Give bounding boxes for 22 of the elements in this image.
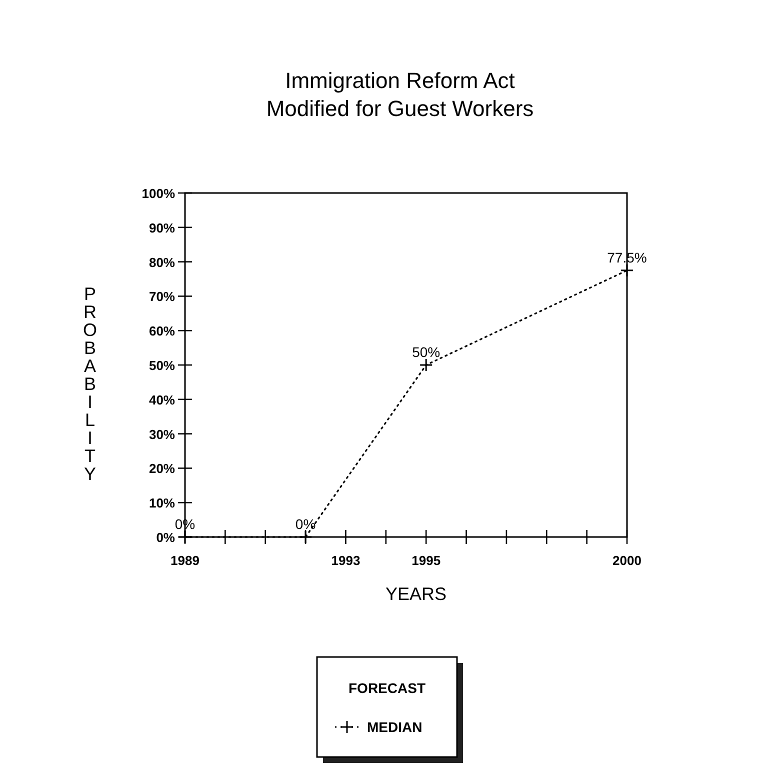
data-label: 50% xyxy=(412,344,440,360)
x-tick-label: 2000 xyxy=(612,553,642,568)
x-tick-label: 1995 xyxy=(412,553,441,568)
y-tick-label: 50% xyxy=(148,358,176,373)
y-tick-label: 40% xyxy=(148,392,176,408)
chart-title: Immigration Reform Act Modified for Guest Workers xyxy=(266,68,534,121)
text: PROBABILITY xyxy=(82,284,98,484)
x-axis-title: YEARS xyxy=(385,584,447,604)
y-tick-label: 70% xyxy=(148,289,176,304)
y-tick-label: 20% xyxy=(148,461,176,476)
y-tick-label: 80% xyxy=(148,254,176,270)
y-tick-label: 10% xyxy=(148,496,176,511)
y-tick-label: 90% xyxy=(148,220,176,236)
x-tick-label: 1989 xyxy=(170,553,200,568)
legend-label: MEDIAN xyxy=(367,719,422,735)
legend-title: FORECAST xyxy=(348,680,426,696)
y-tick-label: 60% xyxy=(148,324,176,339)
y-tick-label: 30% xyxy=(148,426,176,442)
y-tick-label: 100% xyxy=(142,186,176,201)
y-tick-label: 0% xyxy=(156,530,176,545)
data-label: 0% xyxy=(295,516,316,532)
x-tick-label: 1993 xyxy=(331,553,360,568)
